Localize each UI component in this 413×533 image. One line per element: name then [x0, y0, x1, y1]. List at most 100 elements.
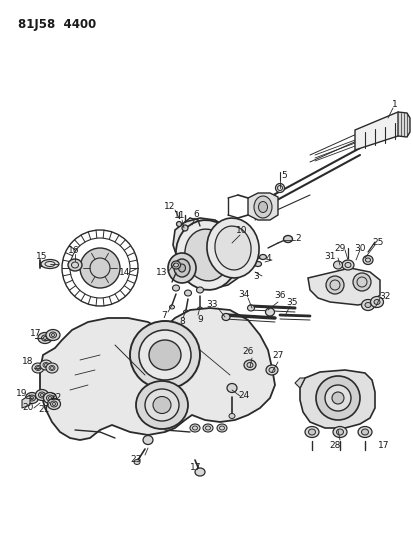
Ellipse shape	[46, 395, 53, 401]
Ellipse shape	[254, 262, 261, 266]
Text: 35: 35	[285, 297, 297, 306]
Ellipse shape	[130, 321, 199, 389]
Text: 17: 17	[377, 440, 389, 449]
Text: 34: 34	[238, 289, 249, 298]
Text: 27: 27	[272, 351, 283, 360]
Ellipse shape	[196, 287, 203, 293]
Text: 18: 18	[22, 358, 34, 367]
Ellipse shape	[153, 397, 171, 414]
Ellipse shape	[336, 429, 343, 435]
Circle shape	[352, 273, 370, 291]
Text: 30: 30	[354, 244, 365, 253]
Ellipse shape	[362, 255, 372, 264]
Ellipse shape	[221, 313, 230, 320]
Ellipse shape	[183, 310, 188, 314]
Ellipse shape	[68, 259, 82, 271]
Ellipse shape	[169, 305, 174, 309]
Text: 3: 3	[252, 271, 258, 280]
Ellipse shape	[176, 222, 181, 227]
Ellipse shape	[134, 459, 140, 464]
Ellipse shape	[28, 395, 36, 401]
Ellipse shape	[41, 335, 48, 341]
Ellipse shape	[142, 435, 153, 445]
Polygon shape	[307, 268, 379, 305]
Text: 16: 16	[68, 246, 80, 254]
Text: 17: 17	[190, 464, 201, 472]
Polygon shape	[299, 370, 374, 428]
Ellipse shape	[50, 401, 57, 407]
Text: 19: 19	[16, 390, 28, 399]
Text: 1: 1	[391, 100, 397, 109]
Ellipse shape	[361, 429, 368, 435]
Ellipse shape	[332, 426, 346, 438]
Polygon shape	[294, 378, 304, 388]
Ellipse shape	[226, 384, 236, 392]
Ellipse shape	[266, 365, 277, 375]
Circle shape	[80, 248, 120, 288]
Text: 22: 22	[50, 392, 62, 401]
Text: 9: 9	[197, 314, 202, 324]
Ellipse shape	[149, 340, 180, 370]
Text: 33: 33	[206, 300, 217, 309]
Text: 32: 32	[378, 292, 390, 301]
Text: 2: 2	[294, 233, 300, 243]
Ellipse shape	[35, 366, 41, 370]
Text: 8: 8	[179, 318, 185, 327]
Ellipse shape	[139, 330, 190, 380]
Ellipse shape	[364, 303, 370, 308]
Ellipse shape	[197, 307, 202, 311]
Circle shape	[325, 276, 343, 294]
Text: 14: 14	[119, 268, 131, 277]
Polygon shape	[354, 112, 404, 150]
Ellipse shape	[50, 332, 56, 338]
Ellipse shape	[26, 392, 38, 403]
Polygon shape	[247, 193, 277, 220]
Ellipse shape	[190, 424, 199, 432]
Ellipse shape	[38, 392, 45, 398]
Polygon shape	[173, 218, 242, 288]
Ellipse shape	[173, 259, 190, 277]
Ellipse shape	[265, 308, 274, 316]
Ellipse shape	[36, 390, 48, 400]
Ellipse shape	[40, 360, 52, 370]
Text: 15: 15	[36, 252, 47, 261]
Ellipse shape	[32, 363, 44, 373]
Text: 17: 17	[30, 329, 42, 338]
Text: 28: 28	[328, 441, 340, 450]
Ellipse shape	[216, 424, 226, 432]
Ellipse shape	[258, 201, 267, 213]
Text: 29: 29	[334, 244, 345, 253]
Text: 5: 5	[280, 171, 286, 180]
Text: 21: 21	[38, 406, 50, 415]
Text: 36: 36	[273, 290, 285, 300]
Ellipse shape	[243, 360, 255, 370]
Ellipse shape	[370, 296, 382, 308]
Ellipse shape	[308, 429, 315, 435]
Ellipse shape	[43, 392, 56, 403]
Ellipse shape	[259, 254, 266, 260]
Ellipse shape	[333, 261, 342, 269]
Ellipse shape	[168, 253, 195, 283]
Ellipse shape	[202, 424, 212, 432]
Polygon shape	[22, 395, 30, 408]
Ellipse shape	[43, 362, 49, 367]
Text: 31: 31	[323, 252, 335, 261]
Ellipse shape	[185, 229, 228, 281]
Ellipse shape	[38, 333, 52, 343]
Ellipse shape	[136, 381, 188, 429]
Ellipse shape	[41, 260, 59, 269]
Ellipse shape	[228, 414, 235, 418]
Ellipse shape	[46, 329, 60, 341]
Ellipse shape	[254, 196, 271, 218]
Text: 81J58  4400: 81J58 4400	[18, 18, 96, 31]
Ellipse shape	[214, 226, 250, 270]
Ellipse shape	[283, 236, 292, 243]
Text: 25: 25	[371, 238, 383, 246]
Ellipse shape	[47, 399, 60, 409]
Circle shape	[315, 376, 359, 420]
Ellipse shape	[171, 261, 180, 269]
Ellipse shape	[49, 366, 55, 370]
Ellipse shape	[182, 225, 188, 231]
Text: 26: 26	[242, 348, 253, 357]
Ellipse shape	[172, 285, 179, 291]
